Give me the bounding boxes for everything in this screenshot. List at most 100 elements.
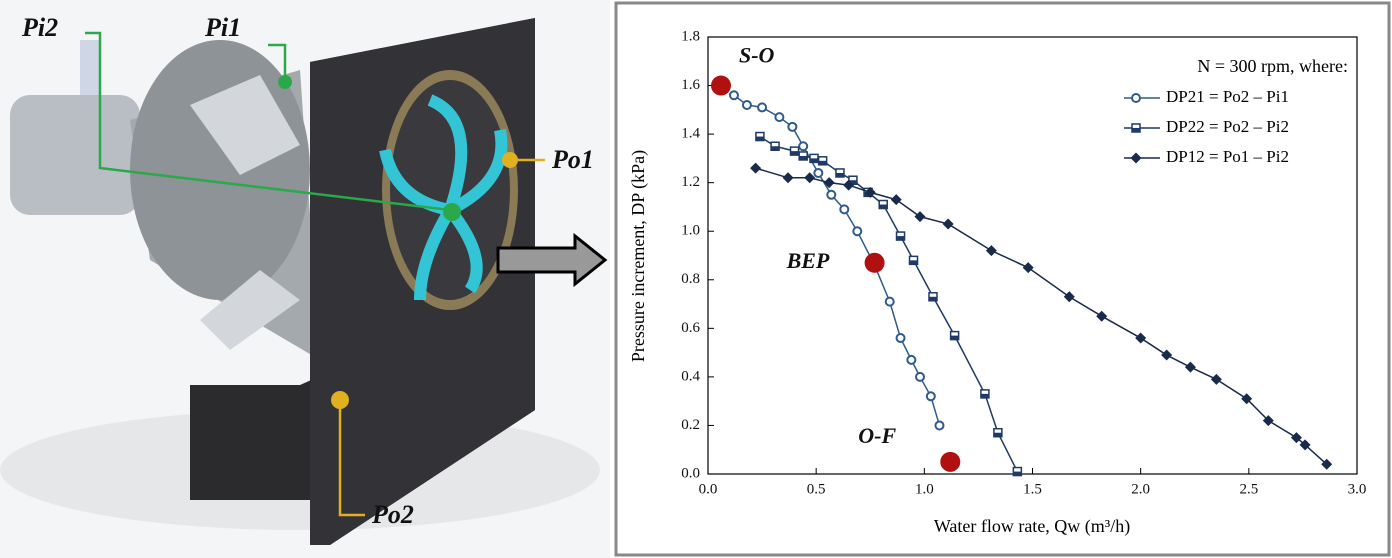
legend-label: DP21 = Po2 – Pi1 — [1166, 87, 1289, 106]
marker — [813, 167, 824, 178]
marker — [809, 153, 819, 164]
marker — [770, 141, 780, 151]
marker — [1210, 373, 1222, 385]
label: Po1 — [551, 145, 594, 174]
y-tick-label: 0.2 — [681, 417, 700, 433]
x-tick-label: 0.0 — [699, 481, 718, 497]
marker — [787, 121, 798, 132]
marker — [1262, 415, 1274, 427]
marker — [925, 391, 936, 402]
marker — [741, 99, 752, 110]
nozzle — [200, 270, 300, 350]
marker — [843, 179, 855, 191]
marker — [782, 172, 794, 184]
marker — [1321, 458, 1333, 470]
marker — [915, 371, 926, 382]
marker — [1135, 332, 1147, 344]
legend-label: DP12 = Po1 – Pi2 — [1166, 147, 1289, 166]
y-tick-label: 1.6 — [681, 77, 700, 93]
marker — [826, 189, 837, 200]
marker — [1131, 123, 1141, 133]
marker-fill — [771, 146, 780, 151]
x-axis-label: Water flow rate, Qw (m³/h) — [934, 516, 1130, 537]
marker — [728, 90, 739, 101]
probe — [502, 152, 518, 168]
illustration: Pi2 Pi1 Po1 Po2 — [0, 0, 610, 558]
x-tick-label: 1.5 — [1023, 481, 1042, 497]
marker — [750, 162, 762, 174]
label: Pi1 — [204, 13, 241, 42]
marker-fill — [1013, 471, 1022, 476]
y-tick-label: 0.4 — [681, 368, 700, 384]
y-tick-label: 1.0 — [681, 223, 700, 239]
impeller — [379, 94, 508, 301]
y-axis-label: Pressure increment, DP (kPa) — [628, 150, 649, 362]
y-tick-label: 1.4 — [681, 126, 700, 142]
marker — [1290, 432, 1302, 444]
marker-fill — [848, 180, 857, 185]
marker-fill — [980, 393, 989, 398]
x-tick-label: 1.0 — [915, 481, 934, 497]
marker — [1299, 439, 1311, 451]
marker-fill — [879, 204, 888, 209]
annotation-point — [940, 451, 961, 472]
probe — [331, 391, 349, 409]
y-tick-label: 0.8 — [681, 271, 700, 287]
marker — [895, 231, 906, 241]
marker — [980, 389, 990, 399]
marker — [774, 112, 785, 123]
marker — [884, 296, 895, 307]
chart: N = 300 rpm, where: Water flow rate, Qw … — [628, 28, 1366, 537]
marker — [1131, 93, 1141, 103]
marker — [835, 168, 845, 178]
pipe — [80, 40, 100, 95]
marker — [804, 172, 816, 184]
marker — [908, 255, 919, 266]
marker — [852, 226, 863, 237]
marker-fill — [993, 432, 1002, 437]
x-tick-label: 0.5 — [807, 481, 826, 497]
marker-fill — [950, 335, 959, 340]
y-tick-label: 0.0 — [681, 465, 700, 481]
marker-fill — [835, 172, 844, 177]
marker — [1012, 466, 1023, 477]
probe-line — [85, 31, 451, 212]
legend-title: N = 300 rpm, where: — [1197, 56, 1348, 76]
marker — [789, 146, 800, 156]
marker — [757, 102, 768, 113]
marker — [906, 354, 917, 365]
marker — [993, 427, 1003, 438]
marker-fill — [790, 151, 799, 156]
series-line — [755, 167, 1328, 465]
marker — [1130, 152, 1142, 164]
x-tick-label: 2.5 — [1239, 481, 1258, 497]
marker-fill — [818, 160, 827, 165]
probe — [443, 203, 461, 221]
label: Po2 — [371, 500, 414, 529]
marker — [942, 218, 954, 230]
nozzle — [190, 75, 300, 175]
marker-fill — [799, 155, 808, 160]
marker — [914, 211, 926, 223]
marker-fill — [810, 158, 819, 163]
marker — [798, 141, 809, 152]
y-tick-label: 1.8 — [681, 28, 700, 44]
marker — [864, 186, 876, 198]
probe — [278, 75, 292, 89]
x-tick-label: 3.0 — [1348, 481, 1367, 497]
marker — [895, 333, 906, 344]
marker — [755, 131, 765, 142]
x-tick-label: 2.0 — [1131, 481, 1150, 497]
marker — [1161, 349, 1173, 361]
marker-fill — [928, 296, 937, 301]
arrow — [496, 232, 608, 288]
marker — [1096, 310, 1108, 322]
marker — [823, 177, 835, 189]
marker — [1241, 393, 1253, 405]
annotation: S-O — [739, 43, 775, 68]
y-tick-label: 1.2 — [681, 174, 700, 190]
marker — [878, 199, 888, 210]
marker-fill — [755, 136, 764, 141]
legend-label: DP22 = Po2 – Pi2 — [1166, 117, 1289, 136]
